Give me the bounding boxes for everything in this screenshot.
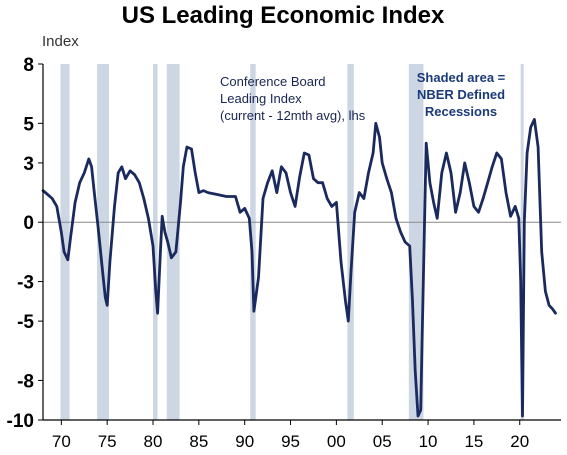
y-tick-label: -8 [17,371,34,392]
x-tick-label: 90 [235,432,254,451]
recession-band-4 [250,64,256,420]
shading-annotation-line-3: Recessions [425,104,497,119]
y-tick-label: -5 [17,312,34,333]
y-tick-label: -10 [7,411,34,432]
recession-band-5 [347,64,354,420]
y-tick-label: 5 [23,114,34,135]
x-tick-labels: 70 75 80 85 90 95 00 05 10 15 20 [52,432,529,451]
recession-band-3 [166,64,180,420]
y-tick-label: 0 [23,213,34,234]
x-tick-label: 15 [464,432,483,451]
x-tick-label: 95 [281,432,300,451]
series-lines [41,118,557,418]
x-tick-label: 75 [98,432,117,451]
x-tick-label: 85 [189,432,208,451]
recession-band-2 [153,64,158,420]
series-annotation-line-3: (current - 12mth avg), lhs [220,108,366,123]
shading-annotation: Shaded area = NBER Defined Recessions [417,70,506,119]
x-tick-label: 05 [373,432,392,451]
x-tick-label: 20 [510,432,529,451]
recession-band-7 [520,64,524,420]
shading-annotation-line-2: NBER Defined [417,87,505,102]
series-line-0 [41,118,557,418]
x-tick-label: 00 [327,432,346,451]
axes [38,63,561,425]
y-tick-label: 8 [23,55,34,76]
chart-title: US Leading Economic Index [122,2,445,29]
y-axis-unit-label: Index [42,33,79,50]
shading-annotation-line-1: Shaded area = [417,70,506,85]
x-tick-label: 70 [52,432,71,451]
series-annotation: Conference Board Leading Index (current … [220,74,366,123]
recession-band-1 [97,64,110,420]
y-tick-label: 3 [23,154,34,175]
y-tick-labels: 8 5 3 0 -3 -5 -8 -10 [7,55,35,432]
series-annotation-line-2: Leading Index [220,91,302,106]
recession-band-0 [60,64,70,420]
x-tick-label: 10 [419,432,438,451]
x-tick-label: 80 [144,432,163,451]
series-annotation-line-1: Conference Board [220,74,326,89]
y-tick-label: -3 [17,273,34,294]
